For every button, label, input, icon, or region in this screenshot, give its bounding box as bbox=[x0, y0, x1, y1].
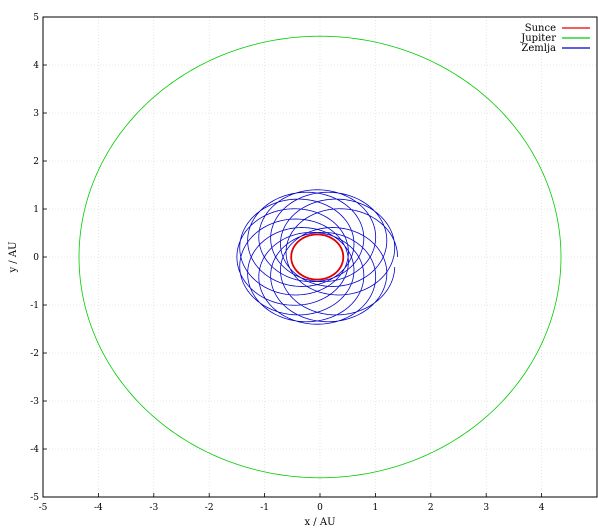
series-line-sunce bbox=[290, 233, 345, 281]
x-tick-label: -1 bbox=[260, 503, 269, 513]
y-axis-label: y / AU bbox=[8, 241, 19, 273]
series-group bbox=[78, 35, 562, 479]
y-tick-label: 0 bbox=[33, 253, 39, 263]
legend-label-zemlja: Zemlja bbox=[521, 43, 556, 54]
x-tick-label: 0 bbox=[317, 503, 323, 513]
legend-label-sunce: Sunce bbox=[525, 23, 556, 34]
x-tick-label: -3 bbox=[149, 503, 158, 513]
y-tick-label: -4 bbox=[30, 445, 39, 455]
legend-label-jupiter: Jupiter bbox=[520, 33, 556, 44]
x-tick-label: 2 bbox=[428, 503, 434, 513]
y-tick-label: 1 bbox=[33, 205, 39, 215]
y-tick-label: 3 bbox=[33, 109, 39, 119]
y-tick-label: -1 bbox=[30, 301, 39, 311]
y-tick-label: 2 bbox=[33, 157, 39, 167]
y-tick-label: -5 bbox=[30, 493, 39, 503]
x-tick-label: 1 bbox=[373, 503, 379, 513]
axis-ticks: -5 -4 -3 -2 -1 0 1 2 3 4 -5 -4 -3 -2 -1 0 1 2 3 4 5 bbox=[30, 13, 545, 513]
x-tick-label: -4 bbox=[94, 503, 103, 513]
x-tick-label: -5 bbox=[39, 503, 48, 513]
x-tick-label: -2 bbox=[205, 503, 214, 513]
y-tick-label: 5 bbox=[33, 13, 39, 23]
y-tick-label: -2 bbox=[30, 349, 39, 359]
x-tick-label: 4 bbox=[539, 503, 545, 513]
y-tick-label: -3 bbox=[30, 397, 39, 407]
x-axis-label: x / AU bbox=[304, 517, 335, 528]
series-line-jupiter bbox=[78, 35, 562, 479]
grid-lines bbox=[43, 17, 597, 497]
y-tick-label: 4 bbox=[33, 61, 39, 71]
x-tick-label: 3 bbox=[483, 503, 489, 513]
series-line-zemlja bbox=[236, 189, 398, 325]
